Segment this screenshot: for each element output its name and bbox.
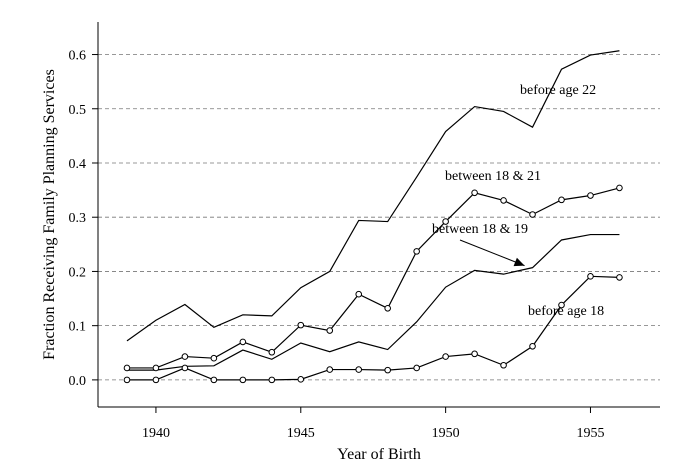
data-point <box>297 321 305 329</box>
data-point <box>413 364 420 372</box>
data-point <box>181 353 189 360</box>
data-point <box>355 290 363 298</box>
data-point <box>616 184 623 192</box>
data-point <box>442 353 449 360</box>
data-point <box>268 348 276 356</box>
data-point <box>123 376 131 384</box>
annotation-arrow-line <box>459 239 525 267</box>
annotation-arrow-head <box>513 257 525 267</box>
y-tick-label: 0.5 <box>69 103 87 118</box>
annotations: before age 22 between 18 & 21 between 18 &… <box>432 83 604 319</box>
data-point <box>152 364 160 372</box>
data-point <box>471 189 478 197</box>
series-annotation: between 18 & 19 <box>432 222 528 237</box>
data-point <box>210 354 218 362</box>
x-tick-label: 1950 <box>432 426 460 441</box>
data-point <box>181 364 189 372</box>
data-point <box>500 197 507 204</box>
axes <box>97 22 660 408</box>
data-point <box>558 301 565 309</box>
data-point <box>413 248 420 255</box>
y-tick-label: 0.2 <box>69 265 87 280</box>
data-point <box>355 366 363 373</box>
data-point <box>587 192 594 199</box>
y-tick-label: 0.6 <box>69 49 87 64</box>
x-tick-label: 1940 <box>142 426 170 441</box>
y-tick-label: 0.3 <box>69 211 87 226</box>
series-lines <box>126 50 620 381</box>
data-point <box>384 366 391 374</box>
series-annotation: between 18 & 21 <box>445 169 541 184</box>
series-line-2 <box>126 233 620 371</box>
data-point <box>239 376 247 384</box>
data-point <box>239 338 247 346</box>
data-point <box>500 361 507 369</box>
x-axis-title: Year of Birth <box>337 446 421 463</box>
data-point <box>529 211 536 218</box>
x-tick-label: 1955 <box>576 426 604 441</box>
data-point <box>152 376 160 384</box>
gridlines <box>98 54 660 381</box>
series-line-0 <box>126 50 620 342</box>
data-point <box>123 364 131 372</box>
x-tick-label: 1945 <box>287 426 315 441</box>
data-point <box>297 376 305 383</box>
data-point <box>326 327 334 334</box>
data-point <box>616 274 623 281</box>
y-axis-title: Fraction Receiving Family Planning Servi… <box>41 69 58 360</box>
series-annotation: before age 22 <box>520 83 596 98</box>
y-tick-label: 0.0 <box>69 374 87 389</box>
series-line-3 <box>126 275 620 381</box>
y-tick-label: 0.4 <box>69 157 87 172</box>
data-point <box>326 366 334 373</box>
axis-ticks: 0.0 0.1 0.2 0.3 0.4 0.5 0.6 1940 1945 1950 1955 <box>69 49 605 441</box>
data-point <box>587 273 594 280</box>
data-point <box>268 376 276 384</box>
series-line-1 <box>126 187 620 369</box>
data-point <box>471 350 478 358</box>
y-tick-label: 0.1 <box>69 320 87 335</box>
data-point <box>558 196 565 204</box>
data-point <box>384 305 391 312</box>
data-point <box>442 218 449 225</box>
series-markers <box>123 184 623 384</box>
series-annotation: before age 18 <box>528 304 604 319</box>
data-point <box>210 376 218 384</box>
data-point <box>529 342 536 350</box>
